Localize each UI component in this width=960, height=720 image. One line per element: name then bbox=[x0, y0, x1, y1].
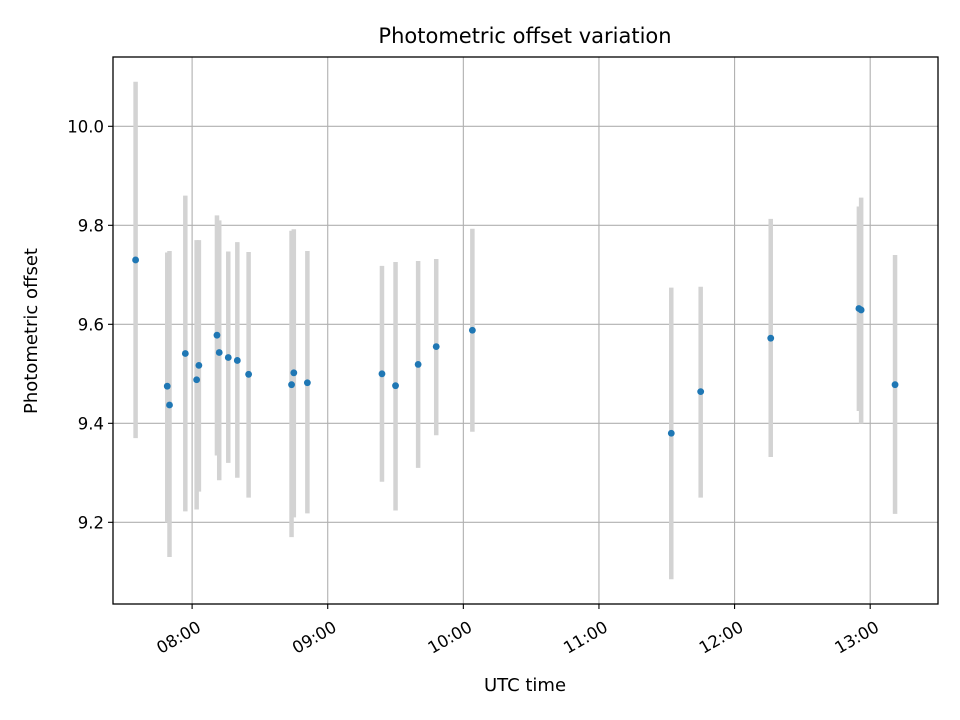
y-tick-label: 10.0 bbox=[67, 117, 104, 136]
data-point bbox=[414, 361, 422, 368]
data-point bbox=[181, 350, 189, 357]
data-point bbox=[288, 381, 295, 389]
data-point bbox=[213, 331, 221, 339]
data-point bbox=[303, 379, 311, 387]
data-point bbox=[132, 256, 140, 264]
data-point bbox=[378, 370, 386, 378]
y-axis-label: Photometric offset bbox=[21, 248, 42, 414]
data-point bbox=[697, 388, 705, 396]
data-points bbox=[132, 256, 899, 437]
data-point bbox=[290, 369, 298, 377]
grid bbox=[113, 57, 938, 604]
y-tick-label: 9.2 bbox=[78, 513, 104, 532]
data-point bbox=[163, 382, 171, 390]
data-point bbox=[245, 370, 253, 378]
data-point bbox=[392, 382, 399, 390]
y-tick-label: 9.6 bbox=[78, 315, 104, 334]
y-tick-label: 9.8 bbox=[78, 216, 104, 235]
data-point bbox=[432, 343, 440, 350]
data-point bbox=[195, 361, 203, 369]
data-point bbox=[215, 349, 223, 356]
data-point bbox=[468, 326, 476, 334]
data-point bbox=[891, 381, 899, 389]
plot-frame bbox=[112, 56, 939, 605]
data-point bbox=[767, 334, 775, 342]
data-point bbox=[224, 354, 232, 361]
data-point bbox=[857, 306, 865, 314]
data-point bbox=[166, 401, 173, 409]
data-point bbox=[233, 357, 241, 364]
y-tick-label: 9.4 bbox=[78, 414, 104, 433]
data-point bbox=[193, 376, 201, 384]
chart-title: Photometric offset variation bbox=[378, 24, 671, 48]
x-axis-label: UTC time bbox=[484, 675, 566, 696]
data-point bbox=[667, 429, 675, 437]
